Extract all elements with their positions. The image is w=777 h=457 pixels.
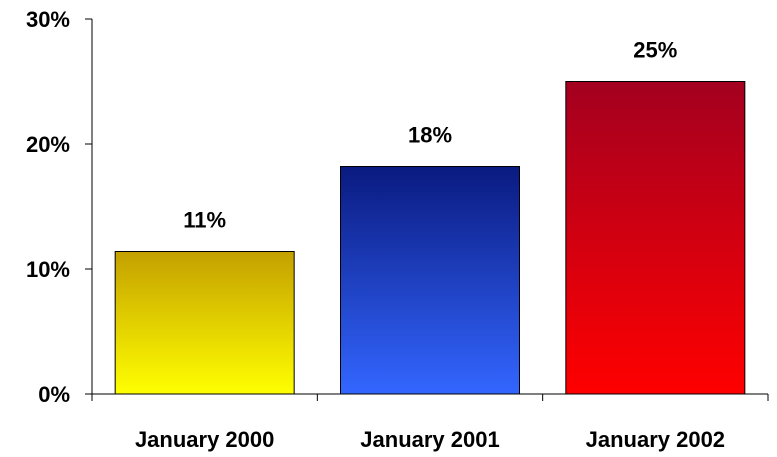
category-label-2: January 2001 — [360, 427, 499, 452]
category-label-3: January 2002 — [586, 427, 725, 452]
y-tick-label-3: 30% — [26, 7, 70, 32]
bar-3 — [565, 81, 746, 395]
bar-2 — [340, 166, 520, 395]
y-tick-label-2: 20% — [26, 132, 70, 157]
data-label-3: 25% — [633, 38, 677, 63]
bars-layer — [114, 81, 746, 395]
category-label-1: January 2000 — [135, 427, 274, 452]
data-label-1: 11% — [183, 208, 226, 233]
data-label-2: 18% — [408, 123, 452, 148]
y-tick-label-1: 10% — [26, 257, 70, 282]
y-tick-label-0: 0% — [38, 382, 70, 407]
bar-1 — [114, 251, 295, 395]
labels-layer: 11% January 2000 18% January 2001 25% January… — [26, 7, 725, 452]
axis-layer — [85, 18, 769, 401]
